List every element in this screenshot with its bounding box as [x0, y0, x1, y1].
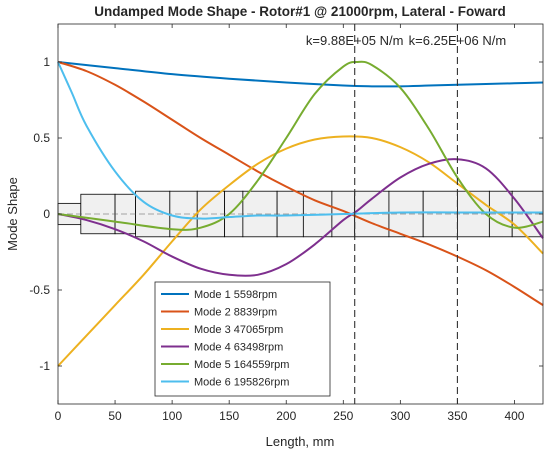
x-tick-label: 350	[447, 409, 467, 423]
series-lines	[57, 60, 544, 367]
bearing-annotations: k=9.88E+05 N/m k=6.25E+06 N/m	[306, 33, 506, 48]
x-tick-label: 300	[390, 409, 410, 423]
rotor-model	[57, 190, 544, 238]
y-axis-label: Mode Shape	[5, 177, 20, 251]
series-line-mode-1	[57, 61, 544, 88]
x-tick-label: 150	[219, 409, 239, 423]
y-tick-label: 1	[43, 55, 50, 69]
legend: Mode 1 5598rpm Mode 2 8839rpm Mode 3 47065…	[154, 281, 331, 397]
rotor-element	[276, 190, 304, 238]
legend-label-mode-1: Mode 1 5598rpm	[194, 289, 277, 301]
legend-label-mode-6: Mode 6 195826rpm	[194, 377, 289, 389]
legend-label-mode-4: Mode 4 63498rpm	[194, 342, 283, 354]
x-tick-label: 200	[276, 409, 296, 423]
y-tick-label: -0.5	[29, 283, 50, 297]
y-tick-label: 0	[43, 207, 50, 221]
series-line-mode-3	[57, 135, 544, 367]
bearing-markers	[354, 24, 458, 404]
x-tick-label: 400	[504, 409, 524, 423]
legend-box	[154, 281, 331, 397]
series-line-mode-6	[57, 61, 543, 220]
x-tick-label: 0	[55, 409, 62, 423]
bearing-stiffness-label-2: k=6.25E+06 N/m	[409, 33, 507, 48]
legend-label-mode-5: Mode 5 164559rpm	[194, 359, 289, 371]
legend-label-mode-2: Mode 2 8839rpm	[194, 307, 277, 319]
y-tick-label: 0.5	[33, 131, 50, 145]
series-line-mode-5	[57, 60, 544, 231]
x-tick-label: 250	[333, 409, 353, 423]
axes: 0 50 100 150 200 250 300 350 400 -1 -0.5 0 0.5 1	[29, 24, 543, 423]
x-axis-label: Length, mm	[266, 434, 335, 449]
y-tick-label: -1	[39, 359, 50, 373]
bearing-stiffness-label-1: k=9.88E+05 N/m	[306, 33, 404, 48]
x-tick-label: 100	[162, 409, 182, 423]
legend-label-mode-3: Mode 3 47065rpm	[194, 324, 283, 336]
x-tick-label: 50	[108, 409, 122, 423]
chart-title: Undamped Mode Shape - Rotor#1 @ 21000rpm…	[94, 4, 506, 19]
series-line-mode-2	[57, 61, 544, 307]
